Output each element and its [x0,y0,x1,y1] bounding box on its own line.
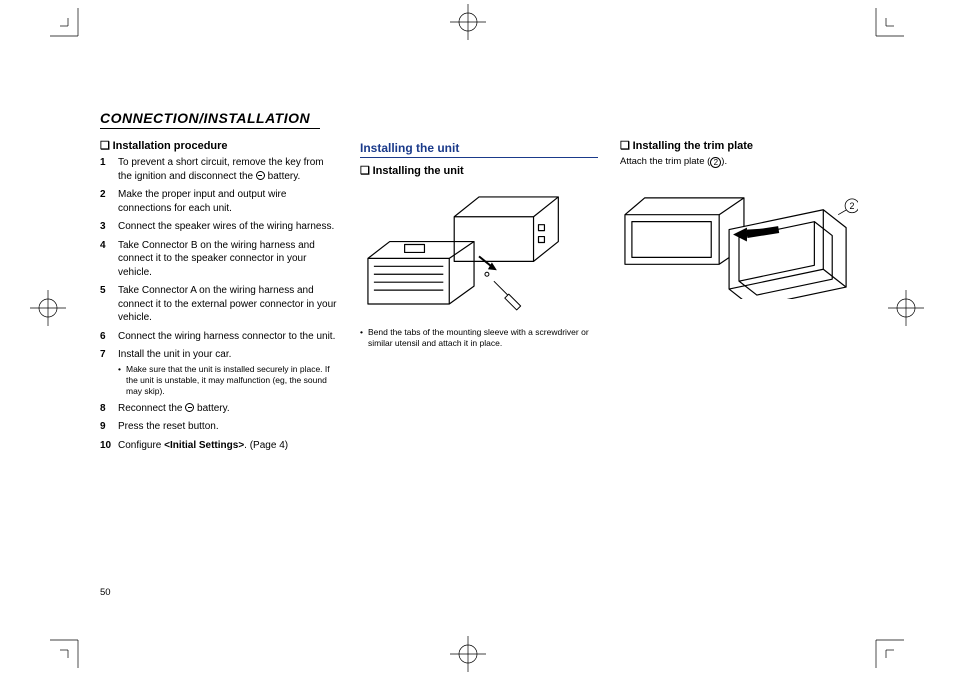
columns: ❏ Installation procedure To prevent a sh… [100,139,860,457]
callout-2: 2 [850,201,855,211]
crop-mark-tc [450,4,486,40]
crop-mark-mr [888,290,924,326]
steps-list: To prevent a short circuit, remove the k… [100,156,338,452]
col1-title: ❏ Installation procedure [100,139,338,152]
col3-attach: Attach the trim plate (2). [620,156,858,168]
crop-mark-bc [450,636,486,672]
col1-title-text: Installation procedure [113,140,228,152]
step-7-sub: Make sure that the unit is installed sec… [118,364,338,397]
step-9: Press the reset button. [100,420,338,434]
step-3: Connect the speaker wires of the wiring … [100,220,338,234]
step-4: Take Connector B on the wiring harness a… [100,239,338,280]
step-2: Make the proper input and output wire co… [100,188,338,215]
step-8: Reconnect the battery. [100,402,338,416]
step-7: Install the unit in your car. Make sure … [100,348,338,397]
col3-title: ❏ Installing the trim plate [620,139,858,152]
column-2: Installing the unit ❏ Installing the uni… [360,139,598,457]
step-6: Connect the wiring harness connector to … [100,330,338,344]
column-3: ❏ Installing the trim plate Attach the t… [620,139,858,457]
crop-mark-bl [50,630,88,668]
step-5: Take Connector A on the wiring harness a… [100,284,338,325]
crop-mark-br [866,630,904,668]
crop-mark-tr [866,8,904,46]
column-1: ❏ Installation procedure To prevent a sh… [100,139,338,457]
step-10: Configure <Initial Settings>. (Page 4) [100,439,338,453]
col2-caption: Bend the tabs of the mounting sleeve wit… [360,327,598,349]
col2-title-text: Installing the unit [373,165,464,177]
col2-section: Installing the unit [360,141,598,158]
step-1: To prevent a short circuit, remove the k… [100,156,338,183]
col2-title: ❏ Installing the unit [360,164,598,177]
diagram-unit [360,187,598,316]
col3-title-text: Installing the trim plate [633,140,753,152]
page-header: CONNECTION/INSTALLATION [100,110,320,129]
page-content: CONNECTION/INSTALLATION ❏ Installation p… [100,110,860,580]
minus-icon [185,403,194,412]
circled-2-icon: 2 [710,157,721,168]
diagram-trim: 2 [620,180,858,299]
minus-icon [256,171,265,180]
page-number: 50 [100,587,111,598]
crop-mark-ml [30,290,66,326]
crop-mark-tl [50,8,88,46]
